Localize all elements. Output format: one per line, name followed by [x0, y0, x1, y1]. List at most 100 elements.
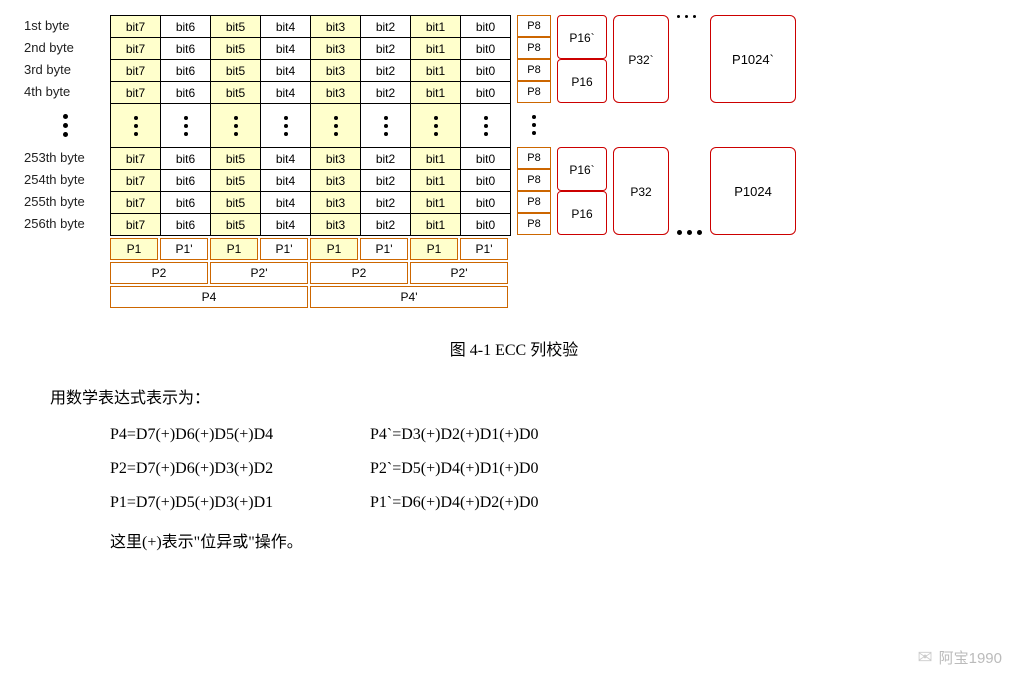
ellipsis-icon: [677, 230, 702, 235]
p2-box: P2: [310, 262, 408, 284]
bit-cell: bit2: [361, 82, 411, 104]
bit-cell: bit1: [411, 214, 461, 236]
equation: P2=D7(+)D6(+)D3(+)D2: [110, 460, 370, 478]
p4-row: P4P4': [110, 286, 510, 308]
p4-box: P4': [310, 286, 508, 308]
bit-cell: bit7: [111, 60, 161, 82]
bit-cell: bit7: [111, 170, 161, 192]
bit-cell: bit3: [311, 170, 361, 192]
p1024-box: P1024: [710, 147, 796, 235]
bit-cell: bit3: [311, 192, 361, 214]
p4-box: P4: [110, 286, 308, 308]
wechat-icon: ✉: [918, 647, 933, 668]
p8-box: P8: [517, 37, 551, 59]
p16-box: P16: [557, 191, 607, 235]
p1024-column: P1024` P1024: [710, 15, 796, 235]
row-label: 4th byte: [20, 81, 110, 103]
bit-cell: bit2: [361, 38, 411, 60]
bit-cell: bit4: [261, 16, 311, 38]
p1-box: P1': [360, 238, 408, 260]
bit-cell: bit0: [461, 38, 511, 60]
watermark-text: 阿宝1990: [939, 647, 1002, 668]
bit-cell: bit5: [211, 16, 261, 38]
bit-cell: bit2: [361, 60, 411, 82]
bit-table: bit7bit6bit5bit4bit3bit2bit1bit0bit7bit6…: [110, 15, 511, 236]
bit-cell: bit0: [461, 192, 511, 214]
equation: P1=D7(+)D5(+)D3(+)D1: [110, 494, 370, 512]
row-label: 253th byte: [20, 147, 110, 169]
bit-cell: bit4: [261, 38, 311, 60]
bit-cell: bit3: [311, 214, 361, 236]
row-label: 254th byte: [20, 169, 110, 191]
bit-cell-ellipsis: [261, 104, 311, 148]
bit-cell: bit2: [361, 192, 411, 214]
p8-ellipsis: [517, 103, 551, 147]
bit-cell: bit4: [261, 82, 311, 104]
bit-cell: bit5: [211, 192, 261, 214]
equation: P4`=D3(+)D2(+)D1(+)D0: [370, 426, 630, 444]
bit-cell: bit1: [411, 60, 461, 82]
row-label: 256th byte: [20, 213, 110, 235]
bit-cell: bit6: [161, 214, 211, 236]
bit-cell-ellipsis: [211, 104, 261, 148]
p1-box: P1: [310, 238, 358, 260]
p8-column: P8 P8 P8 P8 P8 P8 P8 P8: [517, 15, 551, 235]
p16-box: P16`: [557, 147, 607, 191]
p8-box: P8: [517, 213, 551, 235]
p1024-box: P1024`: [710, 15, 796, 103]
bit-cell: bit1: [411, 148, 461, 170]
p8-box: P8: [517, 169, 551, 191]
bit-cell: bit6: [161, 192, 211, 214]
bit-cell: bit0: [461, 148, 511, 170]
row-labels: 1st byte 2nd byte 3rd byte 4th byte 253t…: [20, 15, 110, 235]
bit-cell: bit6: [161, 170, 211, 192]
bit-cell: bit3: [311, 38, 361, 60]
bit-cell: bit1: [411, 170, 461, 192]
bit-cell: bit0: [461, 16, 511, 38]
figure-caption: 图 4-1 ECC 列校验: [20, 336, 1008, 360]
bit-cell: bit4: [261, 60, 311, 82]
row-label: 1st byte: [20, 15, 110, 37]
bit-cell: bit7: [111, 16, 161, 38]
bit-cell: bit6: [161, 38, 211, 60]
bit-cell: bit7: [111, 214, 161, 236]
p1-box: P1: [110, 238, 158, 260]
bit-cell: bit0: [461, 82, 511, 104]
p8-box: P8: [517, 81, 551, 103]
bit-cell: bit4: [261, 192, 311, 214]
equation: P2`=D5(+)D4(+)D1(+)D0: [370, 460, 630, 478]
bit-cell: bit5: [211, 170, 261, 192]
equation: P4=D7(+)D6(+)D5(+)D4: [110, 426, 370, 444]
bit-cell: bit5: [211, 38, 261, 60]
bit-cell: bit5: [211, 60, 261, 82]
p16-box: P16: [557, 59, 607, 103]
p32-box: P32: [613, 147, 669, 235]
p16-box: P16`: [557, 15, 607, 59]
p2-row: P2P2'P2P2': [110, 262, 510, 284]
watermark: ✉ 阿宝1990: [918, 647, 1002, 668]
bit-cell-ellipsis: [161, 104, 211, 148]
p8-box: P8: [517, 59, 551, 81]
bit-cell: bit7: [111, 148, 161, 170]
bit-cell: bit3: [311, 82, 361, 104]
p32-column: P32` P32: [613, 15, 669, 235]
column-parity-rows: P1P1'P1P1'P1P1'P1P1' P2P2'P2P2' P4P4': [110, 238, 510, 308]
bit-cell: bit1: [411, 38, 461, 60]
bit-cell: bit2: [361, 170, 411, 192]
bit-cell: bit7: [111, 82, 161, 104]
bit-cell: bit6: [161, 82, 211, 104]
bit-cell: bit0: [461, 170, 511, 192]
equation-block: P4=D7(+)D6(+)D5(+)D4 P4`=D3(+)D2(+)D1(+)…: [110, 426, 1008, 512]
bit-cell-ellipsis: [361, 104, 411, 148]
p1-box: P1: [410, 238, 458, 260]
bit-cell: bit7: [111, 192, 161, 214]
math-intro: 用数学表达式表示为：: [50, 384, 1008, 408]
bit-cell-ellipsis: [411, 104, 461, 148]
p2-box: P2': [410, 262, 508, 284]
p2-box: P2': [210, 262, 308, 284]
row-label-ellipsis: [20, 103, 110, 147]
ellipsis-icon: [677, 15, 702, 18]
bit-cell: bit0: [461, 60, 511, 82]
bit-cell: bit1: [411, 16, 461, 38]
ecc-diagram: 1st byte 2nd byte 3rd byte 4th byte 253t…: [20, 15, 1008, 236]
